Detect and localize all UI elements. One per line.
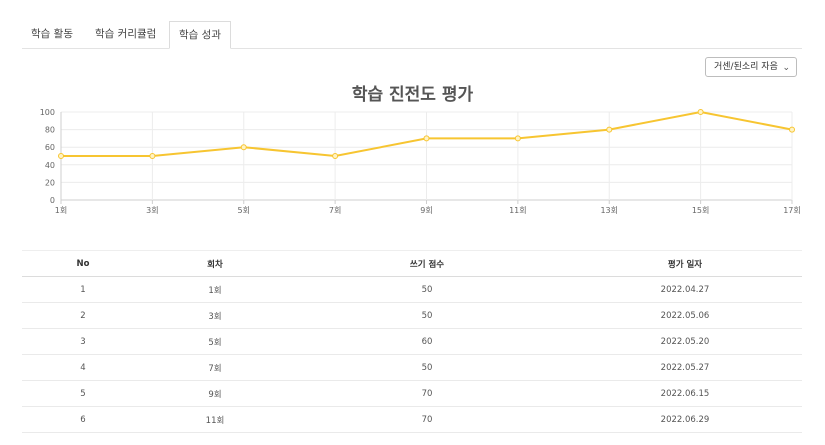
x-tick-label: 9회 (420, 206, 432, 215)
data-point (606, 126, 613, 133)
y-tick-label: 20 (45, 178, 55, 187)
x-tick-label: 3회 (146, 206, 158, 215)
y-tick-label: 100 (40, 108, 55, 117)
cell-round: 3회 (144, 302, 286, 329)
data-point (240, 144, 247, 151)
data-point (789, 126, 795, 133)
cell-date: 2022.05.20 (568, 328, 802, 355)
tab-bar: 학습 활동 학습 커리큘럼 학습 성과 (22, 21, 802, 49)
cell-no: 6 (22, 406, 144, 433)
col-header-round: 회차 (144, 250, 286, 277)
table-row: 6 11회 70 2022.06.29 (22, 406, 802, 433)
cell-score: 70 (286, 380, 568, 407)
chart-title: 학습 진전도 평가 (351, 85, 474, 105)
y-tick-label: 40 (45, 161, 55, 170)
data-point (514, 135, 521, 142)
cell-no: 5 (22, 380, 144, 407)
col-header-no: No (22, 250, 144, 277)
cell-round: 7회 (144, 354, 286, 381)
y-tick-label: 60 (45, 143, 55, 152)
tab-learning-curriculum[interactable]: 학습 커리큘럼 (95, 28, 157, 40)
y-tick-label: 0 (50, 196, 55, 205)
tab-learning-results[interactable]: 학습 성과 (169, 21, 231, 49)
data-point (332, 153, 339, 159)
score-table: No 회차 쓰기 점수 평가 일자 1 1회 50 2022.04.27 2 3… (22, 250, 802, 433)
x-tick-label: 7회 (329, 206, 341, 215)
cell-no: 1 (22, 276, 144, 303)
cell-date: 2022.04.27 (568, 276, 802, 303)
data-point (423, 135, 430, 142)
select-value: 거센/된소리 자음 (714, 62, 778, 72)
data-point (149, 153, 156, 159)
table-row: 5 9회 70 2022.06.15 (22, 380, 802, 407)
cell-round: 9회 (144, 380, 286, 407)
table-row: 1 1회 50 2022.04.27 (22, 276, 802, 303)
y-tick-label: 80 (45, 126, 55, 135)
col-header-date: 평가 일자 (568, 250, 802, 277)
cell-date: 2022.06.15 (568, 380, 802, 407)
cell-score: 70 (286, 406, 568, 433)
x-tick-label: 13회 (600, 206, 618, 215)
table-header-row: No 회차 쓰기 점수 평가 일자 (22, 250, 802, 277)
cell-round: 5회 (144, 328, 286, 355)
cell-no: 3 (22, 328, 144, 355)
data-point (58, 153, 64, 159)
progress-line-chart: 0 20 40 60 80 100 1회 3회 5회 7회 9회 11회 13회 15회 17회 (40, 108, 801, 215)
cell-no: 2 (22, 302, 144, 329)
table-row: 3 5회 60 2022.05.20 (22, 328, 802, 355)
cell-score: 50 (286, 276, 568, 303)
cell-no: 4 (22, 354, 144, 381)
cell-date: 2022.06.29 (568, 406, 802, 433)
cell-score: 50 (286, 302, 568, 329)
chevron-down-icon: ⌄ (782, 63, 790, 73)
cell-score: 50 (286, 354, 568, 381)
col-header-score: 쓰기 점수 (286, 250, 568, 277)
x-tick-label: 11회 (509, 206, 527, 215)
table-row: 4 7회 50 2022.05.27 (22, 354, 802, 381)
data-point (697, 109, 704, 115)
tab-learning-activity[interactable]: 학습 활동 (31, 28, 73, 40)
x-tick-label: 15회 (692, 206, 710, 215)
consonant-type-select[interactable]: 거센/된소리 자음 ⌄ (705, 57, 797, 77)
cell-date: 2022.05.27 (568, 354, 802, 381)
cell-score: 60 (286, 328, 568, 355)
cell-round: 11회 (144, 406, 286, 433)
x-tick-label: 5회 (238, 206, 250, 215)
x-tick-label: 1회 (55, 206, 67, 215)
table-row: 2 3회 50 2022.05.06 (22, 302, 802, 329)
cell-date: 2022.05.06 (568, 302, 802, 329)
x-tick-label: 17회 (783, 206, 801, 215)
cell-round: 1회 (144, 276, 286, 303)
